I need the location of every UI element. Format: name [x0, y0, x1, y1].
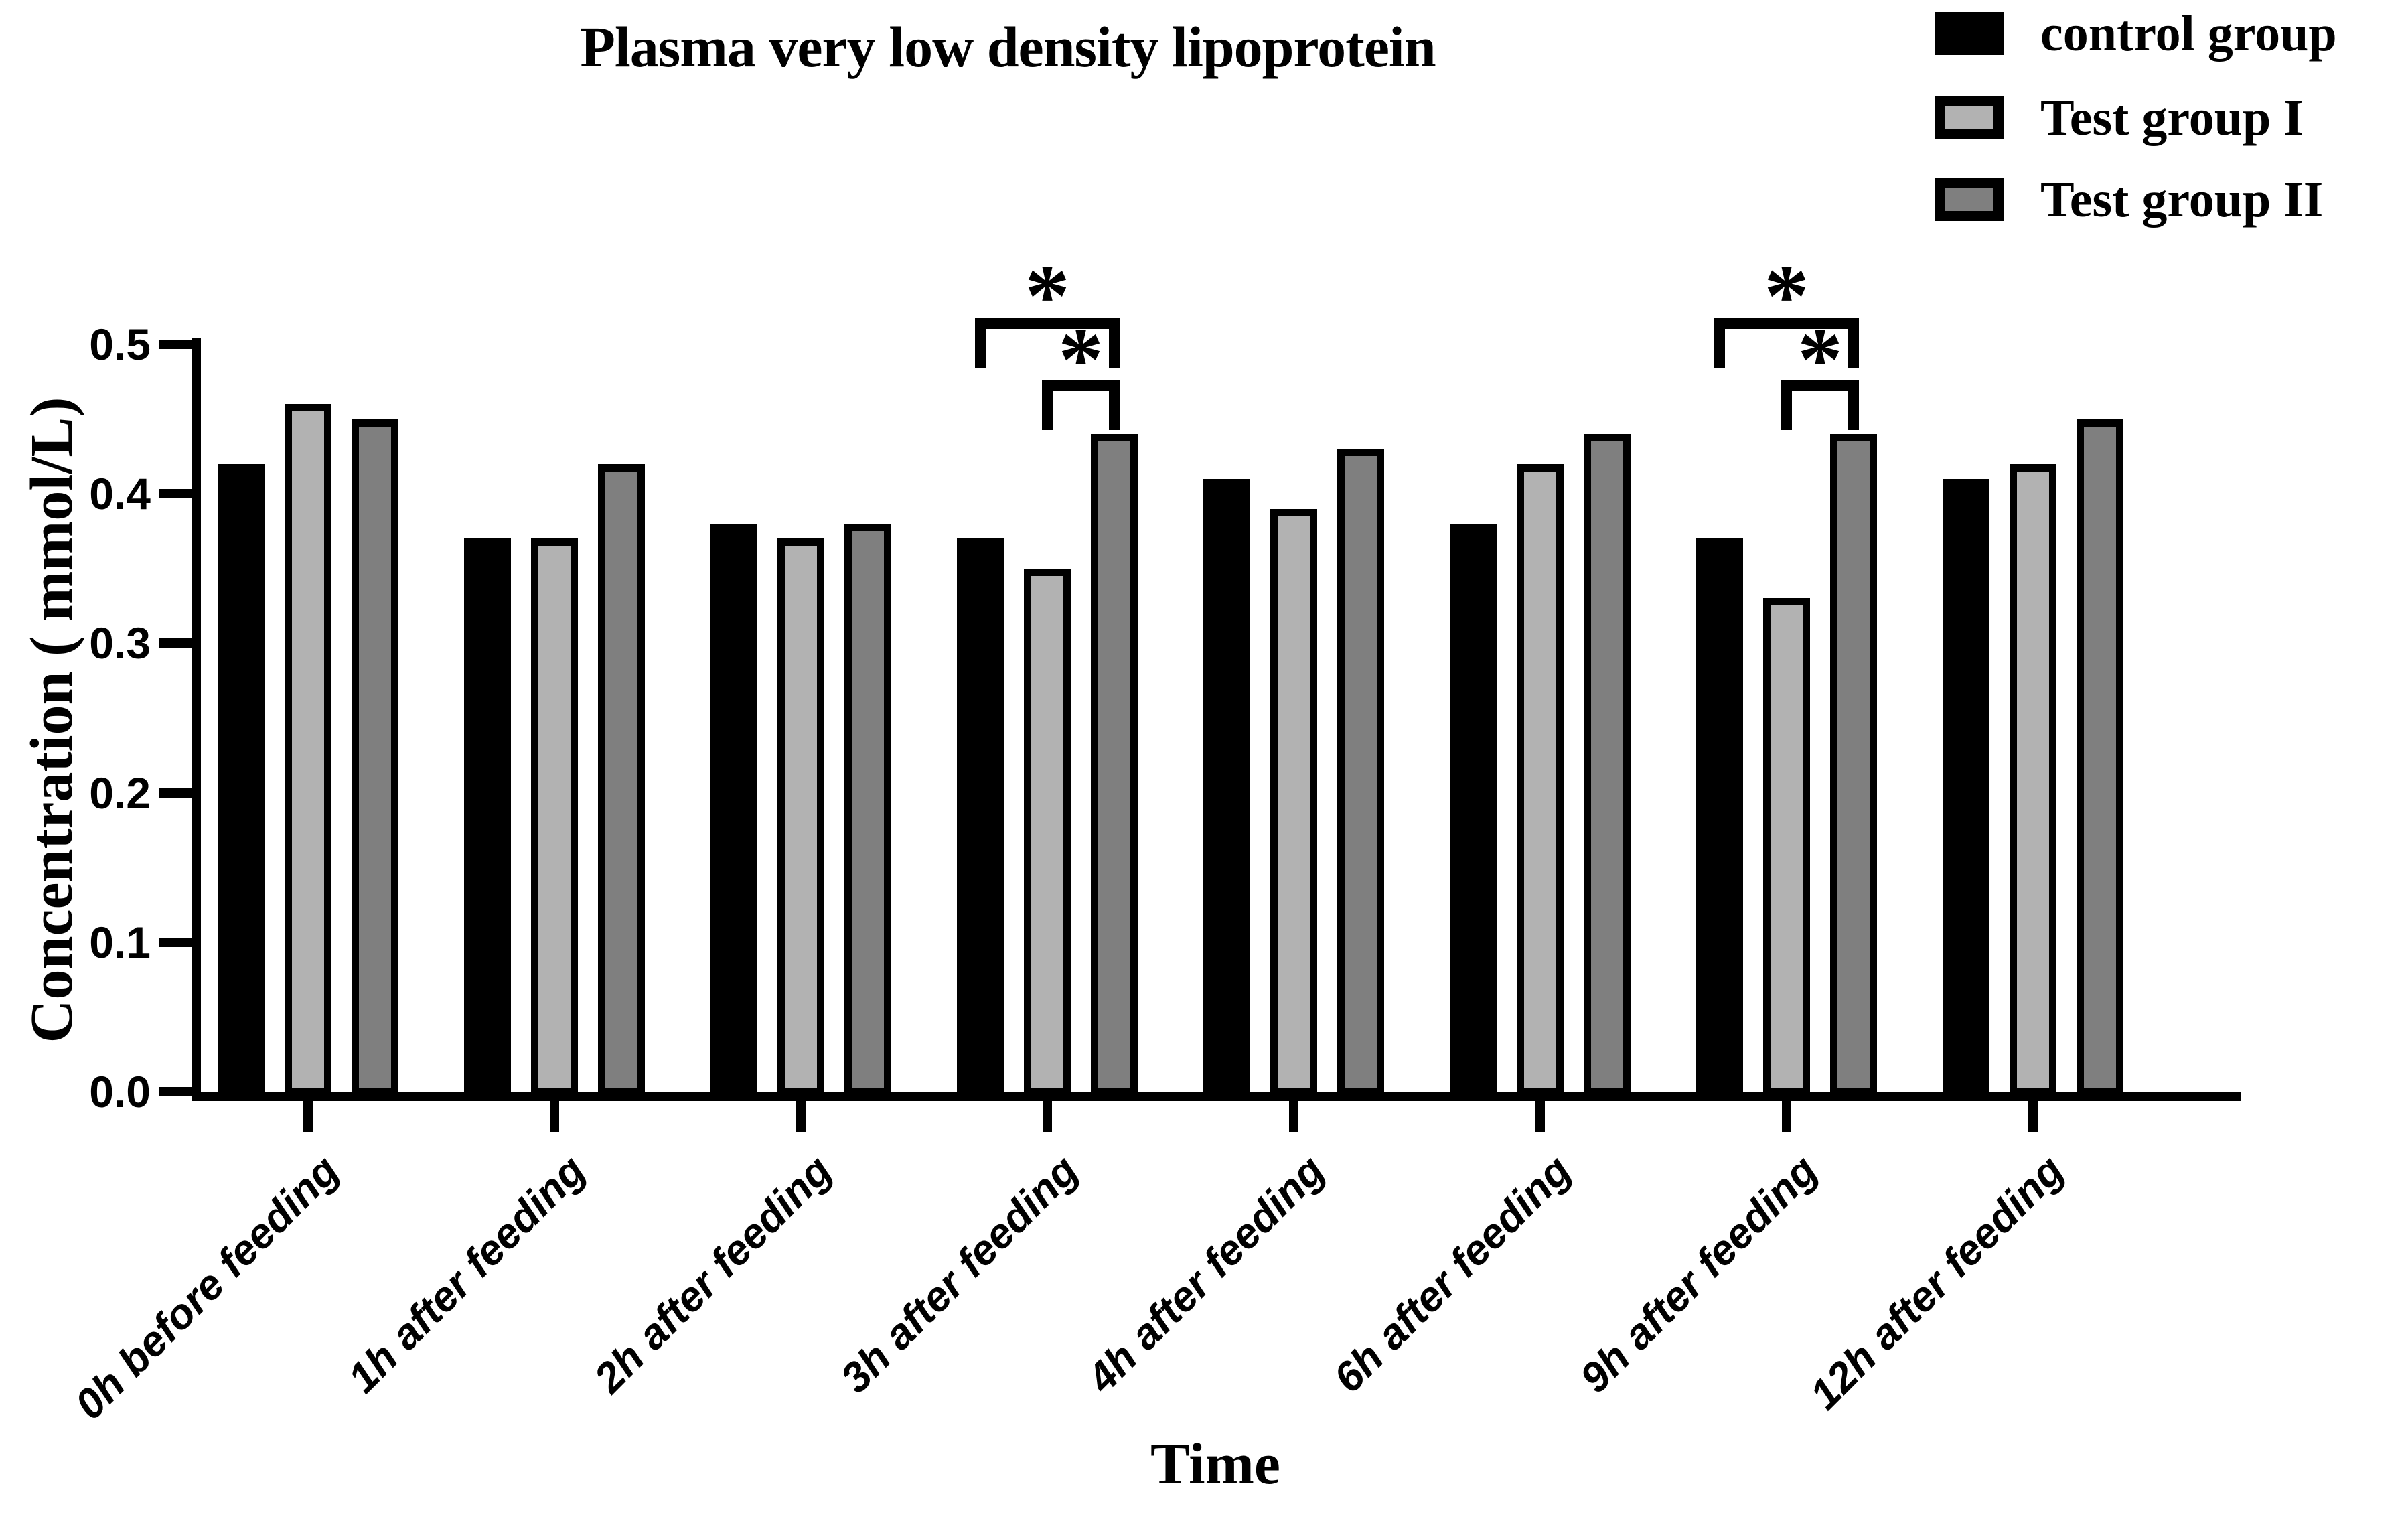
legend-swatch-control-group	[1935, 12, 2004, 55]
y-axis-tick	[159, 340, 192, 349]
bar-control-group	[957, 538, 1004, 1096]
significance-bracket	[975, 318, 1120, 368]
bar-test-group-i	[1024, 568, 1071, 1096]
bar-test-group-ii	[2077, 419, 2123, 1096]
bar-control-group	[1203, 478, 1250, 1096]
bar-control-group	[464, 538, 511, 1096]
y-axis-line	[192, 338, 201, 1101]
y-axis-tick	[159, 788, 192, 798]
significance-bracket	[1714, 318, 1859, 368]
bar-test-group-i	[777, 538, 824, 1096]
x-axis-title: Time	[1150, 1432, 1280, 1497]
legend-item-control-group: control group	[1935, 0, 2337, 67]
x-axis-tick	[1535, 1101, 1545, 1132]
x-axis-tick	[796, 1101, 806, 1132]
x-axis-tick	[1289, 1101, 1298, 1132]
significance-bracket	[1042, 380, 1120, 430]
bar-test-group-i	[1517, 463, 1564, 1096]
bar-test-group-ii	[1337, 449, 1384, 1096]
bar-control-group	[710, 523, 757, 1096]
bar-test-group-ii	[1091, 433, 1138, 1096]
bar-control-group	[1696, 538, 1743, 1096]
bar-control-group	[1943, 478, 1989, 1096]
legend-item-test-group-2: Test group II	[1935, 166, 2323, 233]
x-axis-tick	[550, 1101, 559, 1132]
y-tick-label: 0.5	[89, 319, 151, 369]
y-axis-title: Concentration ( mmol/L)	[19, 396, 85, 1043]
y-tick-label: 0.2	[89, 768, 151, 818]
legend-label: Test group I	[2040, 89, 2304, 146]
significance-asterisk: *	[1764, 246, 1809, 346]
bar-test-group-ii	[1830, 433, 1877, 1096]
y-axis-tick	[159, 937, 192, 947]
x-axis-tick	[2028, 1101, 2038, 1132]
significance-asterisk: *	[1025, 246, 1070, 346]
bar-test-group-i	[2010, 463, 2056, 1096]
legend-label: control group	[2040, 5, 2337, 62]
y-axis-tick	[159, 489, 192, 499]
legend-label: Test group II	[2040, 171, 2324, 228]
legend-swatch-test-group-1	[1935, 96, 2004, 139]
significance-asterisk: *	[1058, 310, 1104, 410]
y-tick-label: 0.0	[89, 1067, 151, 1116]
bar-test-group-i	[531, 538, 578, 1096]
x-axis-tick	[1043, 1101, 1052, 1132]
y-tick-label: 0.3	[89, 618, 151, 668]
bar-control-group	[1450, 523, 1497, 1096]
legend-item-test-group-1: Test group I	[1935, 84, 2304, 151]
bar-test-group-ii	[844, 523, 891, 1096]
chart-title: Plasma very low density lipoprotein	[580, 15, 1436, 79]
bar-test-group-i	[1270, 508, 1317, 1096]
bar-test-group-ii	[352, 419, 398, 1096]
y-tick-label: 0.4	[89, 469, 151, 519]
bar-test-group-i	[1763, 598, 1810, 1096]
y-axis-tick	[159, 638, 192, 648]
x-axis-line	[192, 1092, 2241, 1101]
significance-asterisk: *	[1797, 310, 1843, 410]
x-axis-tick	[1782, 1101, 1791, 1132]
x-axis-tick	[303, 1101, 313, 1132]
significance-bracket	[1781, 380, 1859, 430]
bar-test-group-i	[285, 404, 331, 1096]
y-axis-tick	[159, 1087, 192, 1096]
y-tick-label: 0.1	[89, 917, 151, 967]
legend-swatch-test-group-2	[1935, 178, 2004, 221]
bar-test-group-ii	[598, 463, 645, 1096]
bar-control-group	[218, 463, 265, 1096]
bar-test-group-ii	[1584, 433, 1631, 1096]
